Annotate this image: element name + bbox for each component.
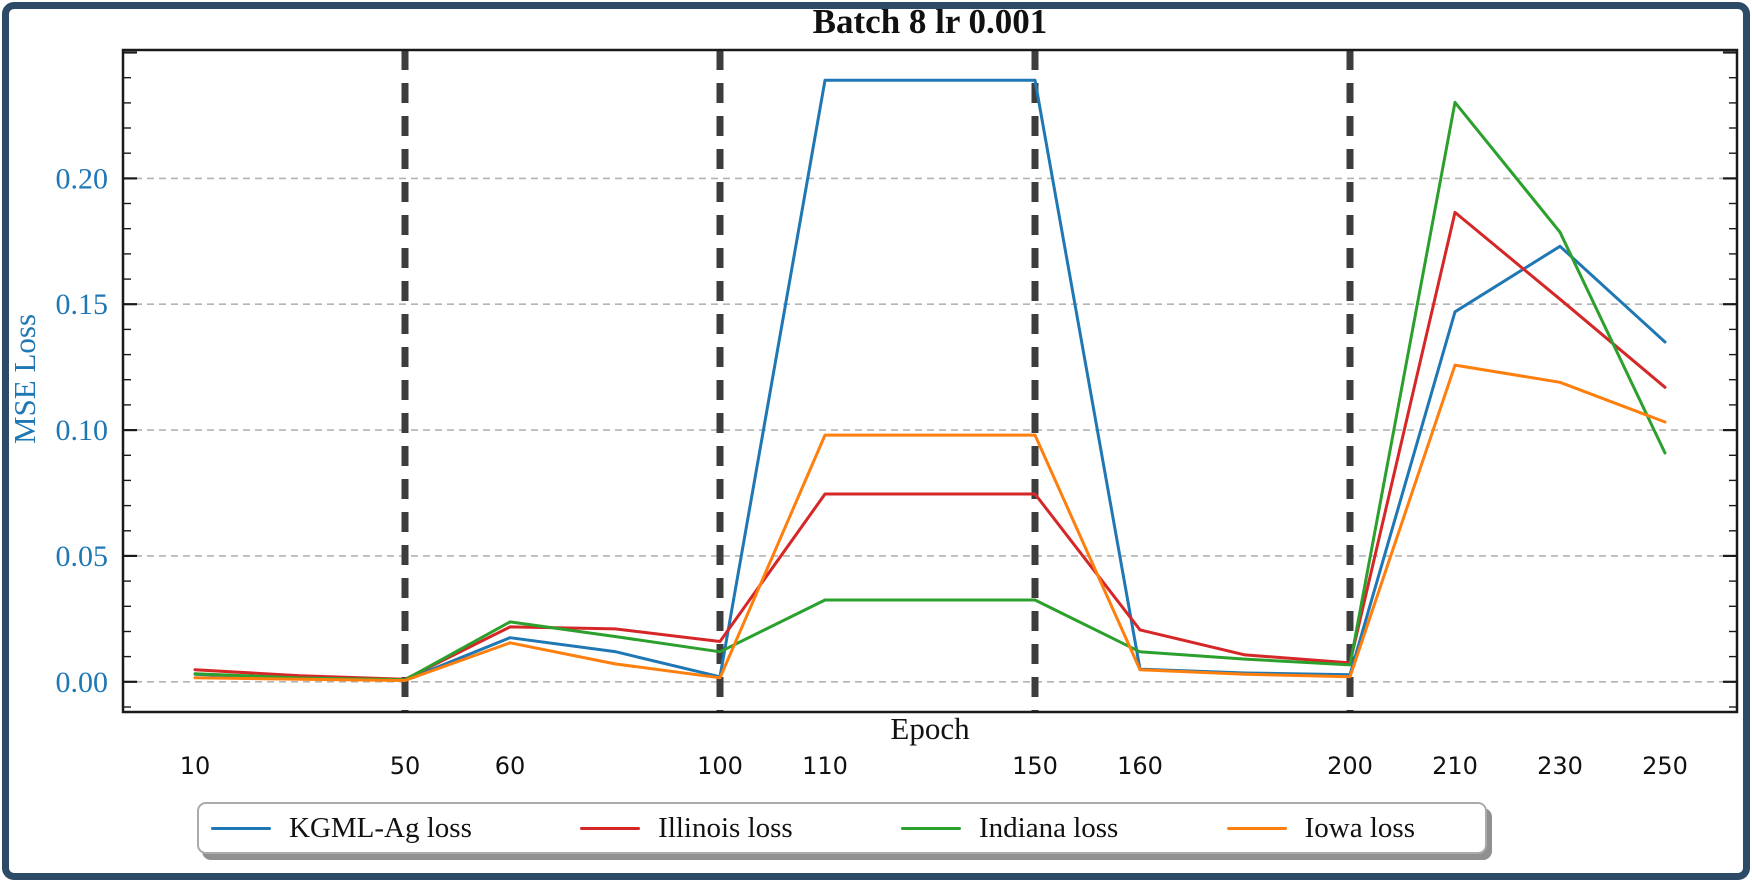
x-tick-label: 60 xyxy=(495,752,526,780)
x-tick-label: 100 xyxy=(697,752,743,780)
x-tick-label: 10 xyxy=(180,752,211,780)
legend-label: KGML-Ag loss xyxy=(289,811,472,844)
x-tick-label: 160 xyxy=(1117,752,1163,780)
legend-item: KGML-Ag loss xyxy=(211,812,472,845)
legend-line-sample xyxy=(580,826,641,830)
x-axis-label: Epoch xyxy=(890,711,970,746)
x-tick-label: 110 xyxy=(802,752,848,780)
y-tick-label: 0.00 xyxy=(56,666,109,699)
legend-label: Illinois loss xyxy=(658,811,793,844)
y-tick-label: 0.05 xyxy=(56,540,109,573)
axes-frame xyxy=(121,48,1739,714)
y-tick-label: 0.20 xyxy=(56,162,109,195)
legend: KGML-Ag loss Illinois loss Indiana loss Iow… xyxy=(197,802,1487,854)
series-line xyxy=(193,210,1667,681)
series-line xyxy=(193,100,1667,682)
x-tick-label: 230 xyxy=(1537,752,1583,780)
x-tick-label: 250 xyxy=(1642,752,1688,780)
legend-item: Indiana loss xyxy=(901,812,1118,845)
legend-item: Illinois loss xyxy=(580,812,793,845)
x-tick-label: 150 xyxy=(1012,752,1058,780)
y-axis-label: MSE Loss xyxy=(7,313,42,445)
chart-title: Batch 8 lr 0.001 xyxy=(812,2,1048,41)
y-tick-label: 0.15 xyxy=(56,288,109,321)
x-tick-label: 210 xyxy=(1432,752,1478,780)
legend-line-sample xyxy=(901,826,961,830)
legend-item: Iowa loss xyxy=(1226,811,1415,845)
legend-line-sample xyxy=(1226,826,1287,830)
series-line xyxy=(193,363,1667,682)
legend-label: Iowa loss xyxy=(1304,811,1415,844)
x-tick-label: 200 xyxy=(1327,752,1373,780)
legend-line-sample xyxy=(211,826,271,830)
series-line xyxy=(193,78,1667,682)
y-tick-label: 0.10 xyxy=(56,414,109,447)
x-tick-label: 50 xyxy=(390,752,421,780)
legend-label: Indiana loss xyxy=(979,811,1119,844)
